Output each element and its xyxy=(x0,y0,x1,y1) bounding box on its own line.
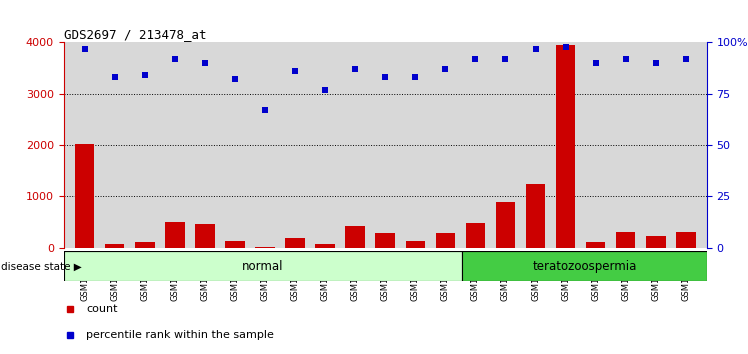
Bar xyxy=(496,201,515,248)
Bar xyxy=(105,244,124,248)
Text: count: count xyxy=(86,304,117,314)
Bar xyxy=(435,233,455,248)
Bar xyxy=(465,223,485,248)
Bar xyxy=(165,222,185,248)
Bar xyxy=(135,242,155,248)
Point xyxy=(139,73,151,78)
Bar xyxy=(225,241,245,248)
Point xyxy=(289,68,301,74)
Bar xyxy=(64,251,462,281)
Bar xyxy=(405,241,425,248)
Bar xyxy=(646,236,666,248)
Bar xyxy=(346,226,365,248)
Point xyxy=(650,60,662,66)
Point xyxy=(379,75,391,80)
Text: GDS2697 / 213478_at: GDS2697 / 213478_at xyxy=(64,28,206,41)
Text: normal: normal xyxy=(242,260,283,273)
Point xyxy=(259,107,271,113)
Point xyxy=(680,56,692,62)
Text: disease state ▶: disease state ▶ xyxy=(1,261,82,272)
Bar xyxy=(616,232,636,248)
Bar xyxy=(556,45,575,248)
Point xyxy=(229,76,241,82)
Bar xyxy=(75,144,94,248)
Bar xyxy=(316,244,335,248)
Point xyxy=(409,75,421,80)
Bar xyxy=(526,184,545,248)
Point xyxy=(560,44,571,50)
Bar xyxy=(255,247,275,248)
Point xyxy=(169,56,181,62)
Bar xyxy=(586,242,605,248)
Point xyxy=(530,46,542,51)
Point xyxy=(439,66,451,72)
Text: percentile rank within the sample: percentile rank within the sample xyxy=(86,330,274,341)
Point xyxy=(199,60,211,66)
Bar xyxy=(676,232,696,248)
Point xyxy=(500,56,512,62)
Point xyxy=(79,46,91,51)
Point xyxy=(589,60,601,66)
Point xyxy=(349,66,361,72)
Bar xyxy=(285,238,304,248)
Bar xyxy=(195,224,215,248)
Point xyxy=(619,56,631,62)
Bar xyxy=(375,233,395,248)
Bar xyxy=(462,251,707,281)
Text: teratozoospermia: teratozoospermia xyxy=(532,260,637,273)
Point xyxy=(470,56,482,62)
Point xyxy=(108,75,120,80)
Point xyxy=(319,87,331,92)
